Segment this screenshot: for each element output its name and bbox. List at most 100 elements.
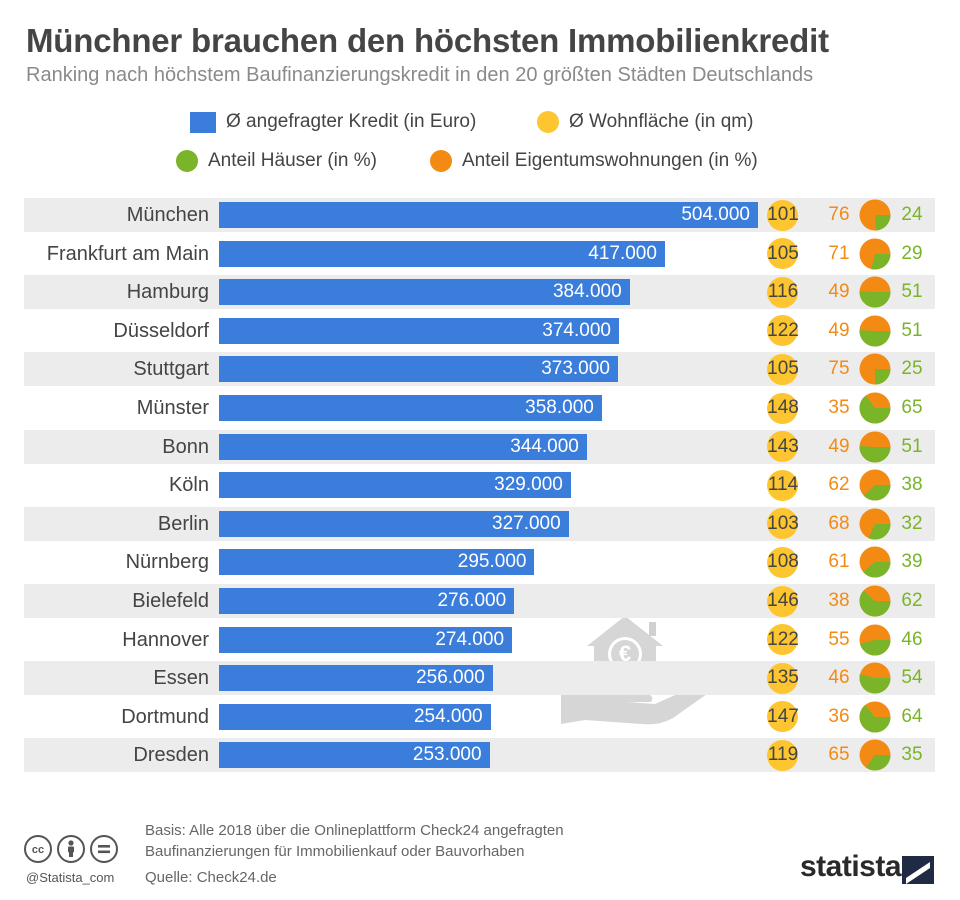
city-label: Bielefeld	[132, 590, 209, 612]
apartments-share-value: 46	[828, 667, 850, 689]
share-pie	[859, 701, 891, 733]
houses-share-value: 65	[901, 397, 923, 418]
apartments-share-value: 76	[828, 204, 850, 225]
houses-share-value: 25	[901, 358, 923, 380]
bar-credit: 329.000	[219, 472, 571, 499]
legend-label-living-space: Ø Wohnfläche (in qm)	[569, 111, 754, 132]
city-label: Hamburg	[126, 281, 209, 304]
no-derivatives-icon	[90, 835, 118, 863]
apartments-share-value: 71	[828, 242, 850, 264]
living-space-value: 105	[767, 358, 799, 380]
pie-slice-houses	[863, 485, 891, 501]
city-label: Dresden	[133, 744, 209, 767]
houses-share-value: 51	[901, 281, 923, 303]
share-pie	[859, 624, 891, 656]
houses-share-value: 32	[901, 512, 923, 534]
share-pie	[859, 739, 891, 771]
city-label: Hannover	[122, 628, 209, 651]
city-label: Nürnberg	[125, 551, 209, 574]
living-space-value: 143	[767, 435, 799, 457]
pie-slice-houses	[863, 562, 891, 578]
pie-slice-houses	[859, 329, 891, 347]
city-label: Köln	[168, 474, 209, 497]
houses-share-value: 38	[901, 474, 923, 496]
pie-slice-houses	[859, 445, 891, 463]
living-space-value: 105	[767, 242, 799, 264]
city-label: Frankfurt am Main	[46, 242, 209, 265]
living-space-circle	[767, 315, 798, 347]
living-space-value: 114	[767, 474, 799, 496]
share-pie	[859, 276, 891, 308]
living-space-value: 103	[767, 512, 799, 534]
living-space-value: 122	[767, 628, 799, 650]
share-pie	[859, 585, 891, 617]
footer-basis-line1: Basis: Alle 2018 über die Onlineplattfor…	[145, 822, 564, 839]
living-space-circle	[767, 701, 798, 733]
pie-slice-houses	[859, 395, 891, 424]
share-pie	[859, 392, 891, 424]
bar-credit: 274.000	[219, 626, 513, 653]
share-pie	[859, 546, 891, 578]
living-space-value: 148	[767, 397, 799, 418]
bar-value-label: 295.000	[457, 551, 527, 573]
bar-credit: 373.000	[219, 356, 618, 383]
bar-value-label: 327.000	[492, 512, 561, 534]
living-space-value: 116	[767, 281, 799, 303]
share-pie	[859, 353, 891, 385]
pie-slice-houses	[865, 755, 891, 771]
apartments-share-value: 36	[828, 705, 850, 727]
bar-value-label: 256.000	[416, 667, 485, 689]
statista-handle: @Statista_com	[26, 870, 115, 885]
living-space-value: 119	[767, 744, 799, 766]
living-space-circle	[767, 508, 798, 540]
svg-text:€: €	[619, 641, 631, 666]
apartments-share-value: 49	[828, 281, 850, 303]
pie-slice-houses	[875, 369, 891, 385]
bar-value-label: 384.000	[552, 281, 622, 303]
houses-share-value: 35	[901, 744, 923, 766]
houses-share-value: 29	[901, 242, 923, 264]
city-label: Stuttgart	[133, 358, 209, 381]
legend-swatch-living-space	[537, 111, 559, 133]
svg-text:cc: cc	[32, 844, 44, 856]
bar-value-label: 358.000	[525, 397, 594, 418]
city-label: Dortmund	[121, 705, 209, 728]
living-space-value: 108	[767, 551, 799, 573]
houses-share-value: 54	[901, 667, 923, 689]
living-space-circle	[767, 585, 798, 617]
living-space-circle	[767, 662, 798, 694]
houses-share-value: 51	[901, 319, 923, 341]
city-label: Düsseldorf	[113, 319, 209, 342]
apartments-share-value: 61	[828, 551, 850, 573]
living-space-value: 101	[767, 204, 799, 225]
creative-commons-icon: cc	[24, 835, 52, 863]
city-label: Bonn	[162, 435, 209, 458]
bar-value-label: 417.000	[588, 242, 657, 264]
living-space-circle	[767, 392, 798, 424]
pie-slice-houses	[859, 704, 891, 733]
city-label: Münster	[136, 397, 209, 419]
living-space-circle	[767, 469, 798, 501]
living-space-circle	[767, 353, 798, 385]
pie-slice-houses	[859, 291, 891, 308]
living-space-circle	[767, 546, 798, 578]
apartments-share-value: 62	[828, 474, 850, 496]
houses-share-value: 46	[901, 628, 923, 650]
share-pie	[859, 662, 891, 694]
houses-share-value: 24	[901, 204, 923, 225]
houses-share-value: 51	[901, 435, 923, 457]
bar-credit: 327.000	[219, 510, 569, 537]
legend-swatch-houses	[176, 150, 198, 172]
share-pie	[859, 431, 891, 463]
bar-value-label: 276.000	[437, 590, 507, 611]
bar-value-label: 504.000	[681, 204, 750, 225]
living-space-circle	[767, 199, 798, 231]
apartments-share-value: 68	[828, 512, 850, 534]
bar-credit: 256.000	[219, 665, 493, 692]
bar-value-label: 254.000	[413, 705, 483, 727]
share-pie	[859, 315, 891, 347]
footer-source: Quelle: Check24.de	[145, 869, 277, 886]
share-pie	[859, 238, 891, 270]
bar-value-label: 274.000	[435, 628, 505, 650]
bar-value-label: 344.000	[510, 435, 579, 457]
